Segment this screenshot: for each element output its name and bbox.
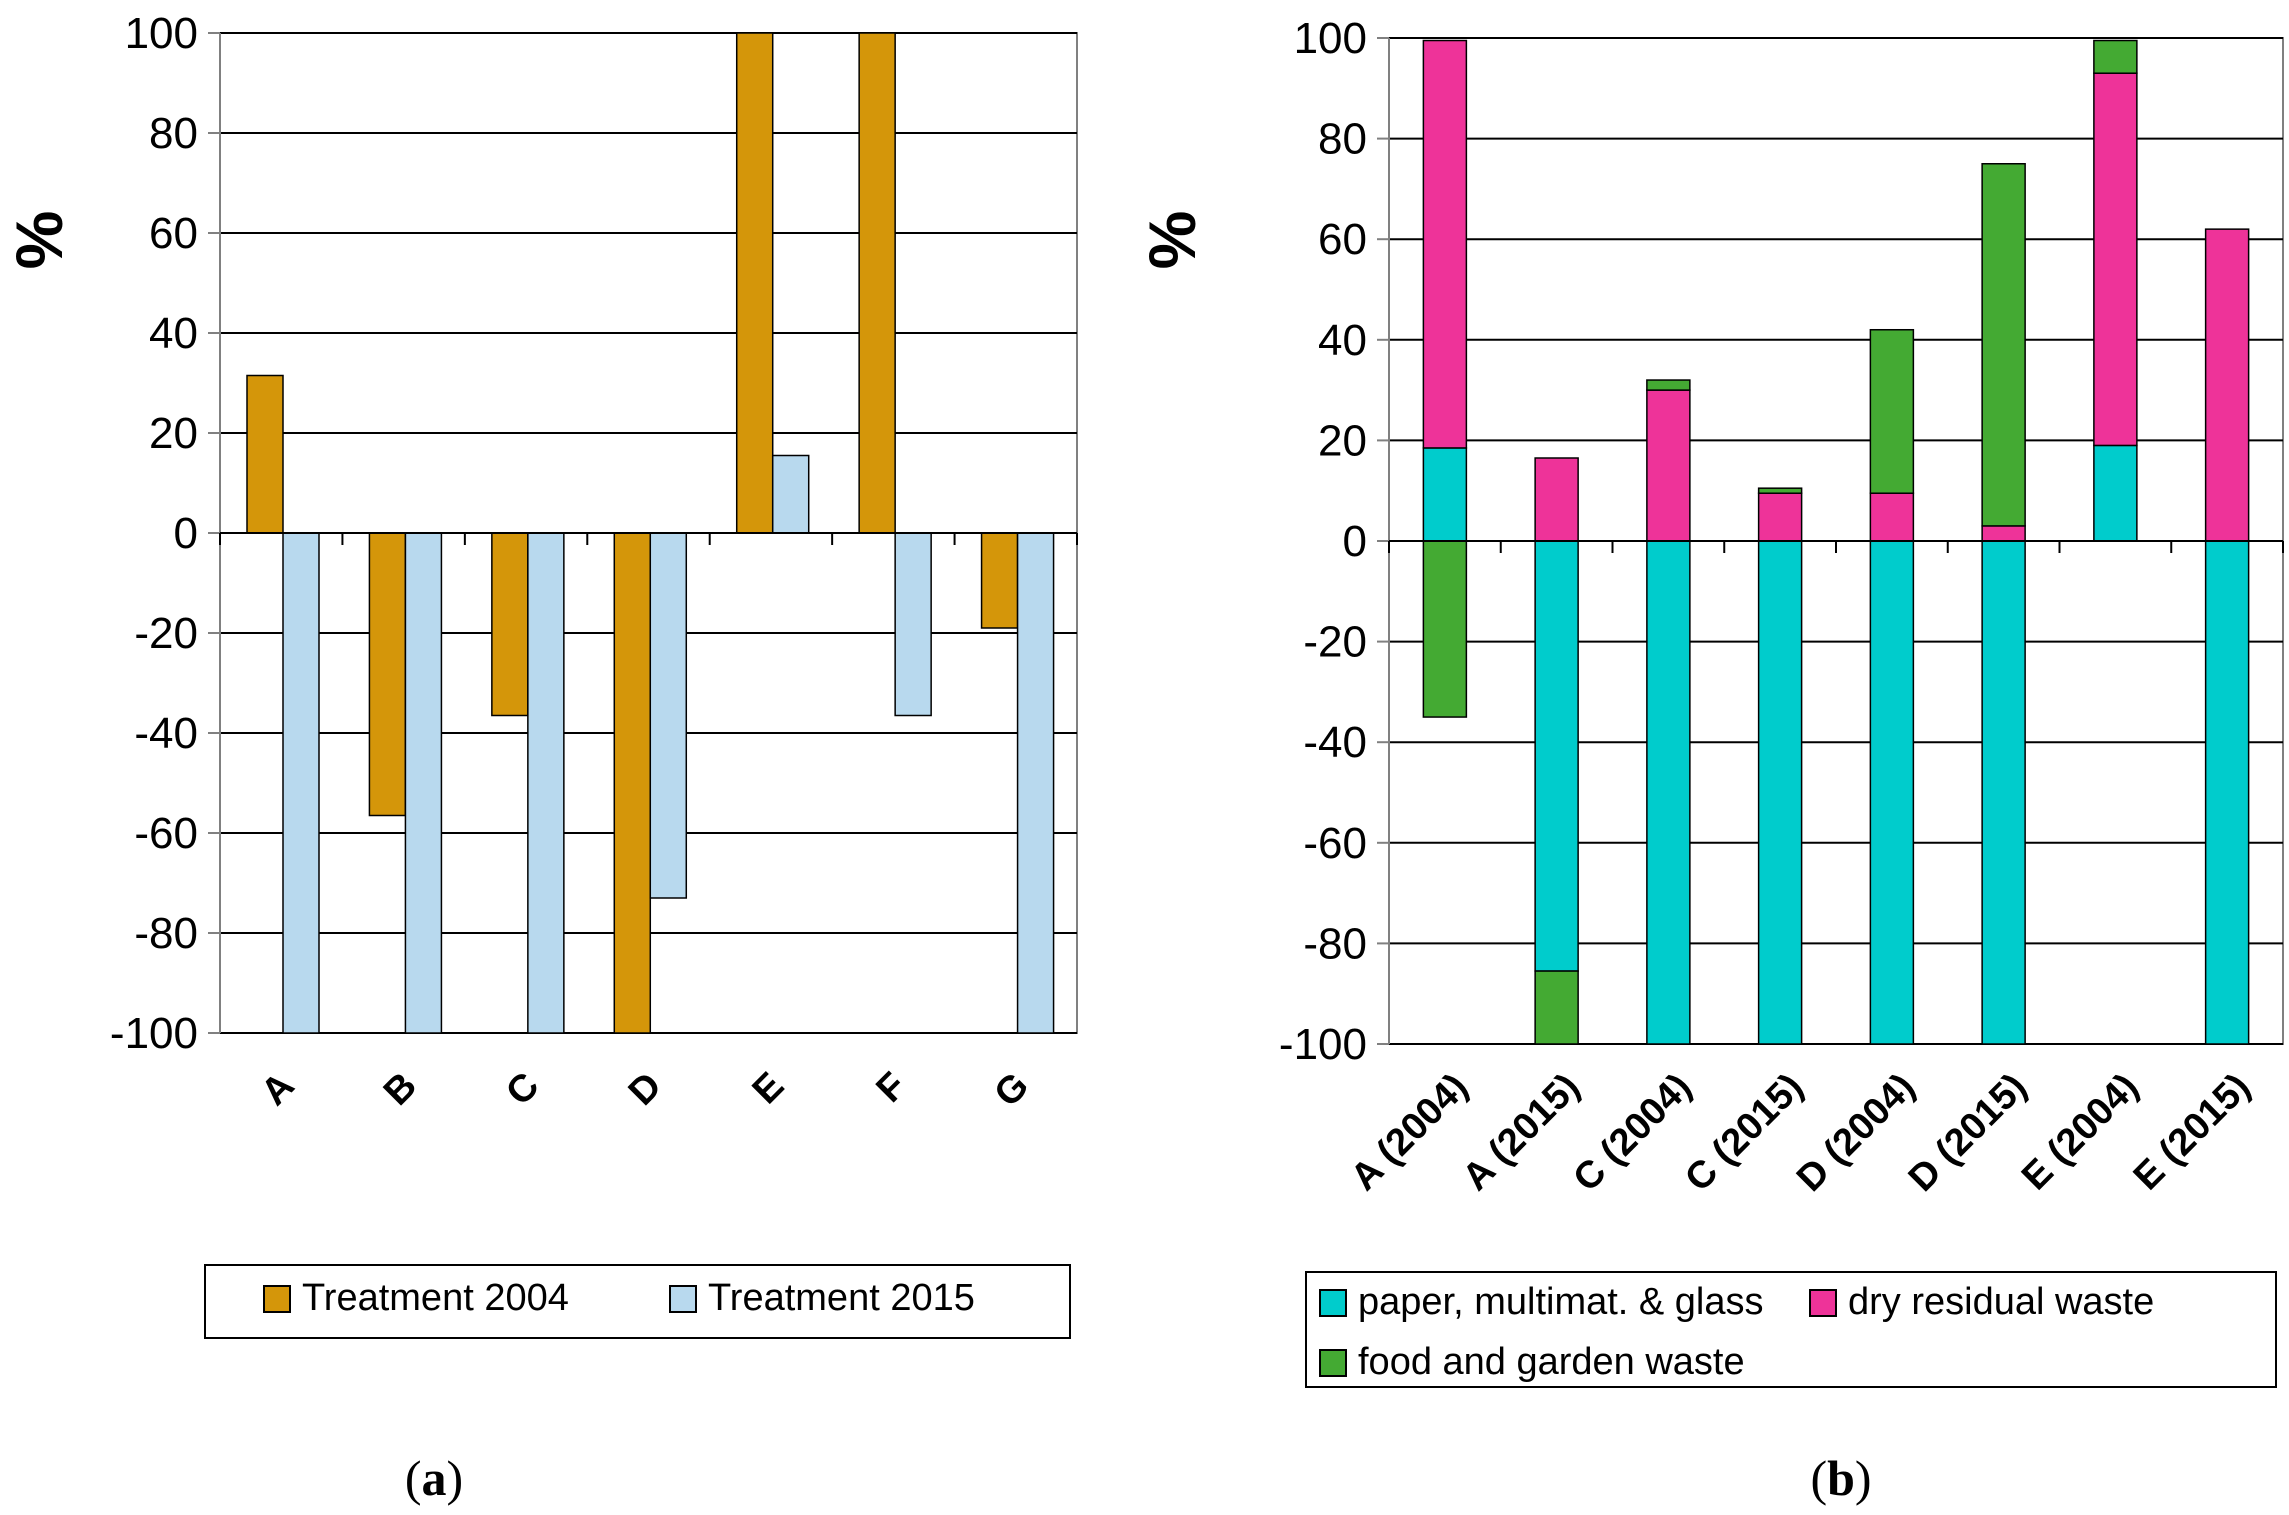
- chart-a-y-tick-label: -60: [134, 809, 198, 858]
- chart-b-category-label-a-2004: A (2004): [1343, 1066, 1476, 1199]
- chart-b-legend-label-dry-residual-waste: dry residual waste: [1848, 1281, 2154, 1323]
- chart-b-legend-swatch-food-and-garden-waste: [1319, 1349, 1347, 1377]
- bar-paper-multimat-glass-a-2004: [1422, 447, 1468, 542]
- bar-dry-residual-waste-c-2004: [1646, 389, 1691, 542]
- chart-b-legend-swatch-paper-multimat-glass: [1319, 1289, 1347, 1317]
- bar-treatment-2015-d: [649, 532, 688, 899]
- bar-dry-residual-waste-c-2015: [1757, 492, 1803, 542]
- chart-a-legend-swatch-treatment-2004: [263, 1285, 291, 1313]
- bar-dry-residual-waste-d-2015: [1981, 525, 2026, 542]
- bar-food-and-garden-waste-a-2015: [1534, 970, 1579, 1045]
- chart-a-y-tick-label: 20: [149, 409, 198, 458]
- bar-treatment-2015-b: [404, 532, 443, 1034]
- chart-b-y-axis-label: %: [1135, 211, 1209, 270]
- bar-treatment-2015-a: [282, 532, 320, 1034]
- bar-food-and-garden-waste-a-2004: [1422, 540, 1468, 718]
- chart-a-y-tick-label: 40: [149, 309, 198, 358]
- bar-treatment-2004-a: [246, 374, 284, 534]
- bar-paper-multimat-glass-c-2004: [1646, 540, 1691, 1045]
- chart-a-y-tick-label: -20: [134, 609, 198, 658]
- chart-b-legend-swatch-dry-residual-waste: [1809, 1289, 1837, 1317]
- bar-treatment-2015-f: [894, 532, 932, 717]
- chart-b-legend-label-food-and-garden-waste: food and garden waste: [1358, 1341, 1745, 1383]
- chart-b-y-tick-label: 60: [1318, 215, 1367, 264]
- chart-b-category-label-a-2015: A (2015): [1455, 1066, 1588, 1199]
- bar-treatment-2004-d: [613, 532, 652, 1034]
- chart-b-y-tick-label: -40: [1303, 718, 1367, 767]
- chart-b-y-tick-label: 20: [1318, 416, 1367, 465]
- chart-a-category-label-d: D: [621, 1065, 670, 1114]
- chart-b-y-tick-label: -80: [1303, 919, 1367, 968]
- bar-dry-residual-waste-d-2004: [1869, 492, 1915, 542]
- chart-a-y-tick-label: 60: [149, 209, 198, 258]
- chart-a-category-label-a: A: [253, 1065, 302, 1114]
- bar-treatment-2015-c: [527, 532, 565, 1034]
- bar-paper-multimat-glass-d-2004: [1869, 540, 1915, 1045]
- bar-food-and-garden-waste-c-2015: [1757, 487, 1803, 494]
- chart-a-legend-label-treatment-2015: Treatment 2015: [708, 1277, 975, 1319]
- chart-b-y-tick-label: 100: [1294, 14, 1367, 63]
- chart-b-y-tick-label: -60: [1303, 819, 1367, 868]
- chart-a-legend: [204, 1264, 1071, 1339]
- chart-b: 100 80 60 40 20 0 -20 -40 -60 -80 -100% A (2004)A (…: [1135, 14, 2284, 1388]
- chart-b-category-label-e-2004: E (2004): [2014, 1066, 2147, 1199]
- bar-paper-multimat-glass-d-2015: [1981, 540, 2026, 1045]
- bar-dry-residual-waste-a-2004: [1422, 39, 1468, 449]
- chart-b-y-tick-label: 80: [1318, 115, 1367, 164]
- bar-food-and-garden-waste-d-2015: [1981, 163, 2026, 527]
- chart-a-y-tick-label: -100: [110, 1009, 198, 1058]
- bar-treatment-2004-b: [368, 532, 407, 817]
- bar-paper-multimat-glass-c-2015: [1757, 540, 1803, 1045]
- chart-a-y-tick-label: -80: [134, 909, 198, 958]
- bar-paper-multimat-glass-e-2004: [2093, 444, 2138, 542]
- bar-paper-multimat-glass-e-2015: [2204, 540, 2250, 1045]
- bar-treatment-2015-g: [1016, 532, 1055, 1034]
- panel-label-a: (a): [405, 1450, 463, 1506]
- bar-treatment-2004-f: [858, 32, 896, 534]
- bar-paper-multimat-glass-a-2015: [1534, 540, 1579, 972]
- chart-a-category-label-f: F: [869, 1065, 915, 1111]
- chart-a-y-tick-label: -40: [134, 709, 198, 758]
- chart-b-y-tick-label: 0: [1343, 517, 1367, 566]
- chart-a: 100 80 60 40 20 0 -20 -40 -60 -80 -100% A B C D E F G Trea…: [2, 9, 1078, 1339]
- chart-a-legend-swatch-treatment-2015: [669, 1285, 697, 1313]
- bar-food-and-garden-waste-e-2004: [2093, 39, 2138, 74]
- chart-a-y-tick-label: 80: [149, 109, 198, 158]
- chart-a-category-label-c: C: [498, 1065, 547, 1114]
- bar-treatment-2004-g: [980, 532, 1019, 629]
- chart-b-category-label-c-2004: C (2004): [1565, 1066, 1699, 1200]
- bar-dry-residual-waste-a-2015: [1534, 457, 1579, 542]
- chart-b-y-tick-label: -20: [1303, 618, 1367, 667]
- bar-food-and-garden-waste-c-2004: [1646, 379, 1691, 391]
- chart-b-category-label-d-2004: D (2004): [1789, 1066, 1923, 1200]
- chart-a-y-axis-label: %: [2, 211, 76, 270]
- chart-b-y-tick-label: -100: [1279, 1020, 1367, 1069]
- chart-a-y-tick-label: 100: [125, 9, 198, 58]
- chart-b-y-tick-label: 40: [1318, 316, 1367, 365]
- bar-treatment-2004-c: [491, 532, 529, 717]
- panel-label-b: (b): [1810, 1450, 1871, 1506]
- chart-a-category-label-e: E: [745, 1065, 793, 1113]
- bar-food-and-garden-waste-d-2004: [1869, 328, 1915, 494]
- chart-b-category-label-e-2015: E (2015): [2126, 1066, 2259, 1199]
- chart-b-category-label-d-2015: D (2015): [1901, 1066, 2035, 1200]
- chart-a-legend-label-treatment-2004: Treatment 2004: [302, 1277, 569, 1319]
- chart-a-y-tick-label: 0: [174, 509, 198, 558]
- chart-b-legend: [1305, 1271, 2277, 1388]
- chart-a-category-label-g: G: [987, 1065, 1038, 1116]
- bar-treatment-2004-e: [735, 32, 774, 534]
- chart-b-category-label-c-2015: C (2015): [1677, 1066, 1811, 1200]
- bar-dry-residual-waste-e-2015: [2204, 228, 2250, 542]
- chart-a-category-label-b: B: [376, 1065, 425, 1114]
- bar-dry-residual-waste-e-2004: [2093, 72, 2138, 447]
- bar-treatment-2015-e: [771, 454, 810, 534]
- chart-b-legend-label-paper-multimat-glass: paper, multimat. & glass: [1358, 1281, 1764, 1323]
